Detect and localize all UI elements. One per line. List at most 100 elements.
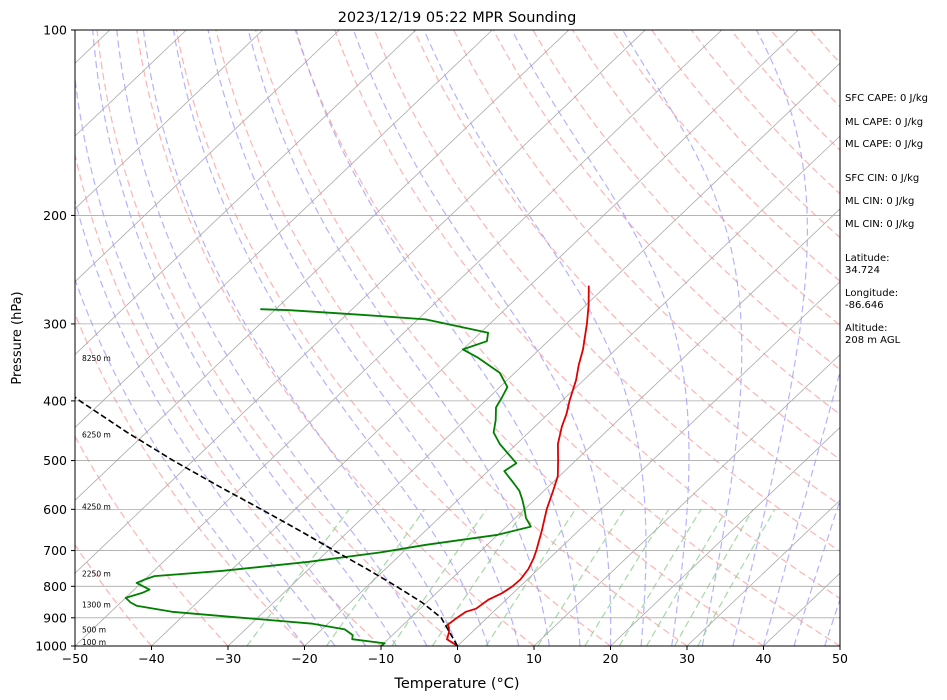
dry-adiabat-line bbox=[532, 30, 840, 371]
background-lines bbox=[75, 30, 840, 646]
y-tick-label: 300 bbox=[43, 316, 67, 331]
dewpoint-line bbox=[124, 308, 532, 646]
moist-adiabat-line bbox=[142, 30, 459, 646]
mixing-ratio-line bbox=[246, 508, 350, 646]
moist-adiabat-line bbox=[172, 30, 489, 646]
dry-adiabat-line bbox=[136, 30, 535, 646]
dry-adiabat-line bbox=[373, 30, 840, 553]
mixing-ratio-line bbox=[697, 508, 776, 646]
height-label: 6250 m bbox=[82, 430, 111, 439]
y-tick-label: 700 bbox=[43, 543, 67, 558]
index-text: SFC CAPE: 0 J/kg bbox=[845, 93, 928, 104]
dry-adiabat-line bbox=[75, 151, 382, 646]
dry-adiabat-line bbox=[215, 30, 688, 646]
moist-adiabat-line bbox=[247, 30, 550, 646]
x-tick-label: 30 bbox=[679, 651, 695, 666]
x-tick-label: 50 bbox=[832, 651, 848, 666]
dry-adiabat-line bbox=[75, 435, 229, 646]
moist-adiabat-line bbox=[116, 30, 428, 646]
y-tick-label: 400 bbox=[43, 393, 67, 408]
moist-adiabat-line bbox=[511, 30, 690, 646]
isotherm-line bbox=[227, 62, 840, 646]
height-label: 100 m bbox=[82, 638, 106, 647]
isotherm-line bbox=[75, 30, 187, 137]
dry-adiabat-line bbox=[96, 30, 458, 646]
moist-adiabat-line bbox=[762, 369, 840, 646]
dry-adiabat-line bbox=[294, 30, 840, 646]
moist-adiabat-line bbox=[732, 30, 808, 646]
x-tick-label: −10 bbox=[368, 651, 394, 666]
y-tick-label: 100 bbox=[43, 23, 67, 38]
dry-adiabat-line bbox=[413, 30, 840, 506]
x-tick-label: 20 bbox=[603, 651, 619, 666]
index-text: Longitude: -86.646 bbox=[845, 288, 899, 311]
y-tick-label: 200 bbox=[43, 208, 67, 223]
index-text: ML CAPE: 0 J/kg bbox=[845, 117, 924, 128]
mixing-ratio-line bbox=[537, 508, 626, 646]
x-tick-label: 40 bbox=[756, 651, 772, 666]
isotherm-line bbox=[75, 30, 340, 283]
y-axis-label: Pressure (hPa) bbox=[10, 291, 25, 384]
isotherm-line bbox=[686, 499, 840, 646]
dry-adiabat-line bbox=[453, 30, 840, 461]
isotherm-line bbox=[75, 30, 646, 574]
x-axis-label: Temperature (°C) bbox=[393, 676, 519, 692]
isotherm-line bbox=[75, 30, 570, 501]
y-tick-label: 600 bbox=[43, 502, 67, 517]
index-text: ML CIN: 0 J/kg bbox=[845, 196, 915, 207]
plot-frame bbox=[74, 29, 841, 647]
y-tick-label: 1000 bbox=[35, 639, 67, 654]
moist-adiabat-line bbox=[352, 30, 612, 646]
parcel-line bbox=[75, 396, 459, 646]
isotherm-line bbox=[151, 30, 799, 646]
moist-adiabat-line bbox=[622, 30, 743, 646]
y-tick-label: 800 bbox=[43, 579, 67, 594]
dry-adiabat-line bbox=[75, 543, 152, 646]
mixing-ratio-line bbox=[326, 508, 426, 646]
chart-title: 2023/12/19 05:22 MPR Sounding bbox=[338, 10, 577, 26]
dry-adiabat-line bbox=[492, 30, 840, 416]
mixing-ratio-line bbox=[485, 508, 577, 646]
x-tick-label: −50 bbox=[62, 651, 88, 666]
moist-adiabat-line bbox=[423, 30, 647, 646]
moist-adiabat-line bbox=[75, 73, 367, 646]
dry-adiabat-line bbox=[175, 30, 611, 646]
isotherm-line bbox=[75, 30, 723, 646]
index-text: ML CIN: 0 J/kg bbox=[845, 219, 915, 230]
x-tick-label: 10 bbox=[526, 651, 542, 666]
grid bbox=[75, 30, 840, 646]
isotherm-line bbox=[75, 30, 493, 428]
isotherm-line bbox=[75, 30, 264, 210]
isotherm-line bbox=[533, 354, 840, 646]
height-labels: 100 m 500 m 1300 m 2250 m 4250 m 6250 m 8250 m bbox=[82, 354, 111, 647]
x-tick-label: 0 bbox=[454, 651, 462, 666]
x-ticks: −50 −40 −30 −20 −10 0 10 20 30 40 50 bbox=[62, 646, 848, 666]
indices-panel: SFC CAPE: 0 J/kg ML CAPE: 0 J/kg ML CAPE: … bbox=[845, 0, 945, 700]
temperature-line bbox=[446, 285, 590, 646]
series-layer bbox=[75, 285, 590, 646]
index-text: Altitude: 208 m AGL bbox=[845, 323, 901, 346]
x-tick-label: −40 bbox=[138, 651, 164, 666]
y-tick-label: 900 bbox=[43, 610, 67, 625]
height-label: 1300 m bbox=[82, 600, 111, 609]
x-tick-label: −20 bbox=[291, 651, 317, 666]
moist-adiabat-line bbox=[75, 277, 305, 646]
height-label: 500 m bbox=[82, 625, 106, 634]
isotherm-line bbox=[304, 135, 840, 646]
x-tick-label: −30 bbox=[215, 651, 241, 666]
moist-adiabat-line bbox=[824, 597, 840, 646]
moist-adiabat-line bbox=[92, 30, 397, 646]
y-tick-label: 500 bbox=[43, 453, 67, 468]
moist-adiabat-line bbox=[75, 198, 336, 646]
height-label: 4250 m bbox=[82, 503, 111, 512]
dry-adiabat-line bbox=[334, 30, 840, 600]
y-ticks: 1000 900 800 700 600 500 400 300 200 100 bbox=[35, 23, 75, 654]
isotherm-line bbox=[457, 281, 840, 646]
moist-adiabat-line bbox=[295, 30, 581, 646]
isotherm-line bbox=[610, 426, 840, 646]
height-label: 8250 m bbox=[82, 354, 111, 363]
index-text: Latitude: 34.724 bbox=[845, 253, 890, 276]
index-text: SFC CIN: 0 J/kg bbox=[845, 173, 920, 184]
moist-adiabat-line bbox=[207, 30, 520, 646]
